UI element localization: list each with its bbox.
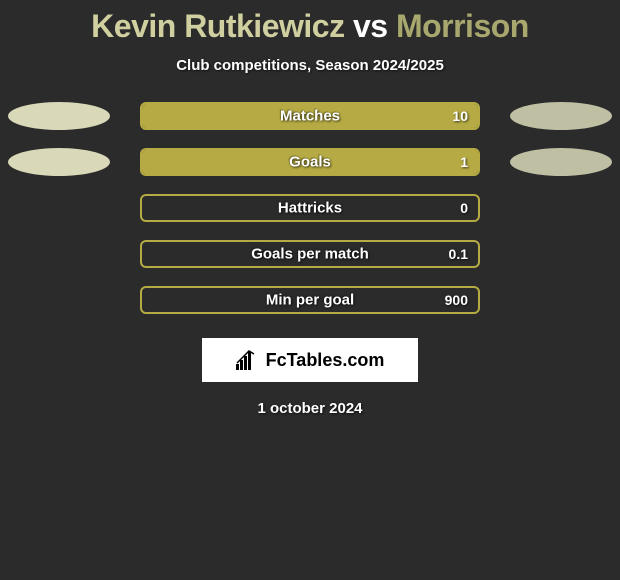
page-title: Kevin Rutkiewicz vs Morrison: [0, 8, 620, 45]
stat-row: Goals per match 0.1: [0, 240, 620, 268]
stat-bar: Matches 10: [140, 102, 480, 130]
stat-bar: Min per goal 900: [140, 286, 480, 314]
left-pill: [8, 286, 110, 314]
stat-bar: Goals per match 0.1: [140, 240, 480, 268]
left-pill: [8, 102, 110, 130]
stat-label: Matches: [280, 108, 340, 125]
right-pill: [510, 102, 612, 130]
stat-label: Hattricks: [278, 200, 342, 217]
left-pill: [8, 194, 110, 222]
stat-label: Goals per match: [251, 246, 369, 263]
left-pill: [8, 240, 110, 268]
stat-value: 0.1: [449, 246, 468, 262]
logo-text: FcTables.com: [266, 350, 385, 371]
logo-box[interactable]: FcTables.com: [202, 338, 418, 382]
stat-row: Min per goal 900: [0, 286, 620, 314]
stat-value: 1: [460, 154, 468, 170]
stat-value: 10: [452, 108, 468, 124]
date-text: 1 october 2024: [0, 400, 620, 417]
right-pill: [510, 194, 612, 222]
left-pill: [8, 148, 110, 176]
stat-value: 0: [460, 200, 468, 216]
player1-name: Kevin Rutkiewicz: [91, 8, 344, 44]
right-pill: [510, 286, 612, 314]
stat-bar: Hattricks 0: [140, 194, 480, 222]
vs-text: vs: [353, 8, 388, 44]
player2-name: Morrison: [396, 8, 529, 44]
right-pill: [510, 148, 612, 176]
stat-row: Matches 10: [0, 102, 620, 130]
fctables-icon: [236, 350, 260, 370]
stat-bar: Goals 1: [140, 148, 480, 176]
comparison-widget: Kevin Rutkiewicz vs Morrison Club compet…: [0, 0, 620, 417]
right-pill: [510, 240, 612, 268]
subtitle: Club competitions, Season 2024/2025: [0, 57, 620, 74]
stat-label: Min per goal: [266, 292, 354, 309]
stat-row: Hattricks 0: [0, 194, 620, 222]
stat-value: 900: [445, 292, 468, 308]
stat-row: Goals 1: [0, 148, 620, 176]
stats-rows: Matches 10 Goals 1 Hattricks 0 Goals per match…: [0, 102, 620, 314]
stat-label: Goals: [289, 154, 331, 171]
